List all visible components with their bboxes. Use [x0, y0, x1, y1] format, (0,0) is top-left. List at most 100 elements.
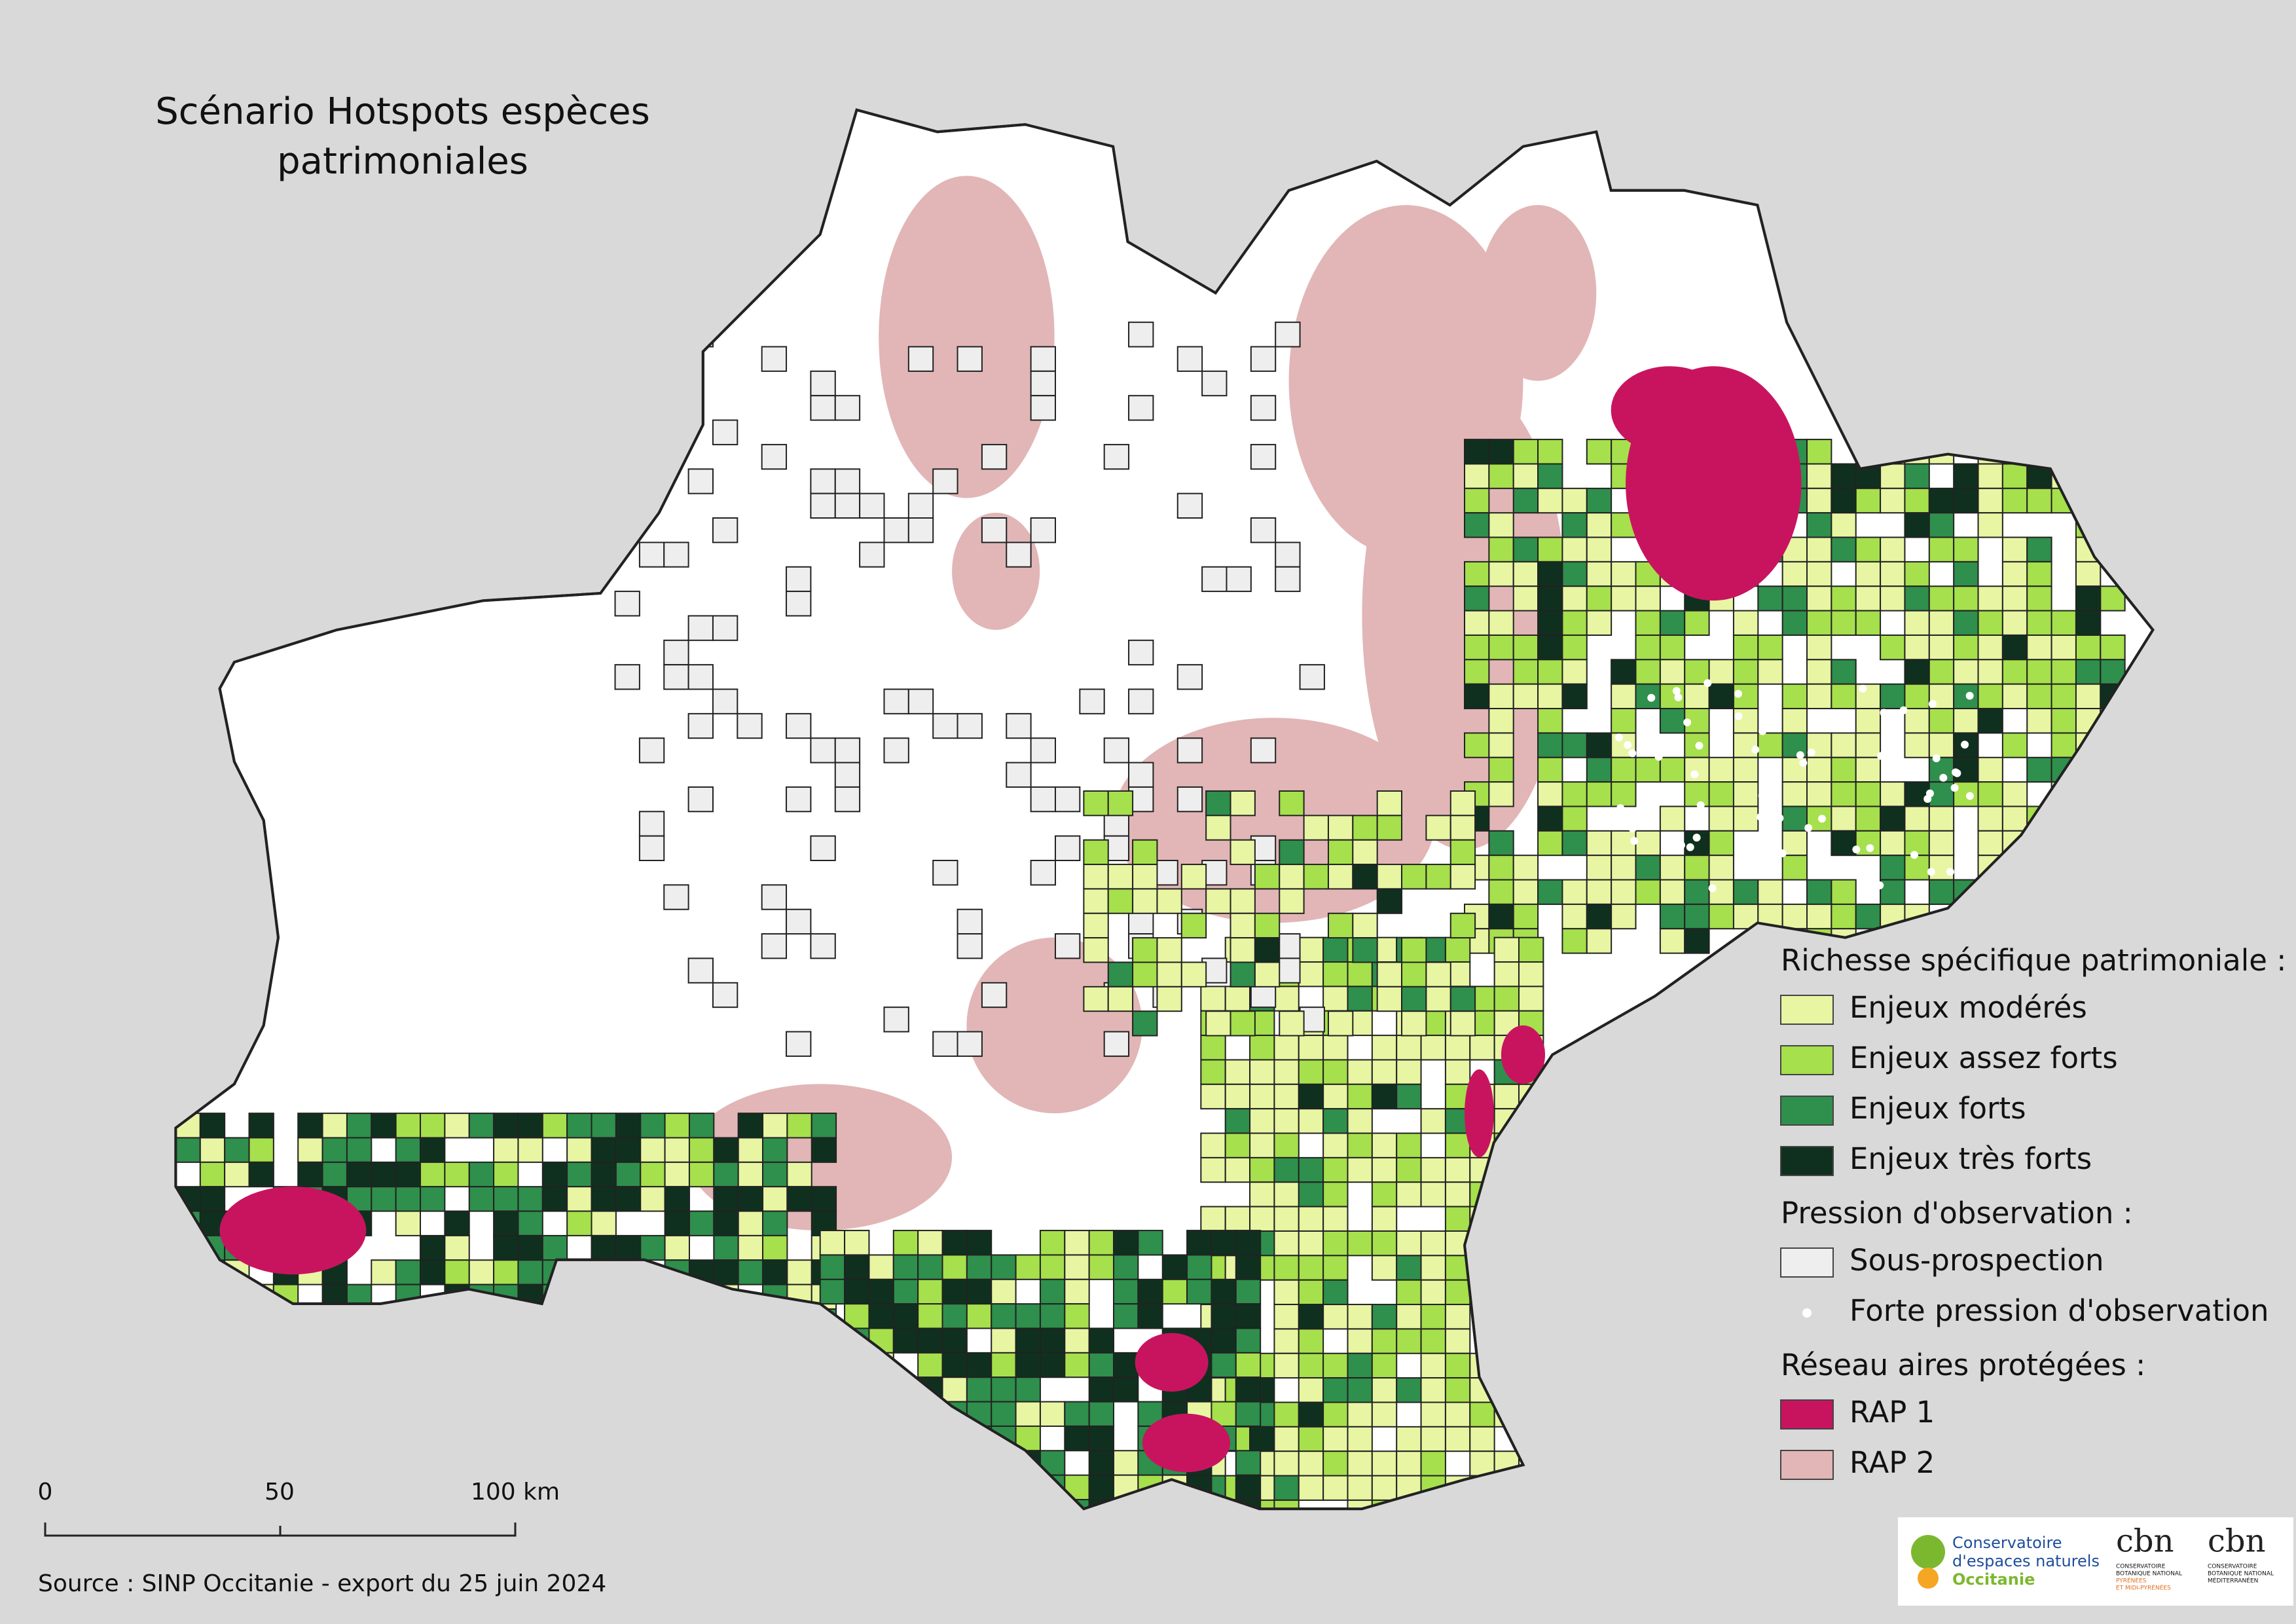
grid-cell	[966, 1254, 993, 1280]
grid-cell	[1113, 1230, 1139, 1256]
grid-cell	[892, 1278, 919, 1305]
grid-cell	[761, 346, 788, 372]
grid-cell	[1396, 1426, 1422, 1452]
grid-cell	[1586, 855, 1613, 881]
grid-cell	[786, 566, 812, 593]
grid-cell	[1708, 756, 1734, 783]
grid-cell	[1039, 1230, 1066, 1256]
grid-cell	[1732, 708, 1759, 734]
logo-text: Conservatoire	[1952, 1534, 2062, 1552]
grid-cell	[1518, 986, 1544, 1012]
grid-cell	[1107, 961, 1134, 987]
observation-dot	[1738, 869, 1746, 877]
grid-cell	[371, 1113, 397, 1139]
grid-cell	[917, 1230, 943, 1256]
grid-cell	[810, 395, 836, 421]
grid-cell	[1880, 585, 1906, 612]
grid-cell	[1006, 762, 1032, 788]
grid-cell	[1235, 1278, 1262, 1305]
legend-title: Richesse spécifique patrimoniale :	[1781, 943, 2286, 978]
grid-cell	[1732, 756, 1759, 783]
grid-cell	[1039, 1352, 1066, 1378]
grid-cell	[810, 492, 836, 519]
grid-cell	[2026, 659, 2052, 685]
grid-cell	[1064, 1401, 1090, 1427]
grid-cell	[1273, 1450, 1300, 1477]
observation-dot	[1690, 770, 1699, 779]
grid-cell	[810, 468, 836, 494]
grid-cell	[1928, 634, 1955, 661]
grid-cell	[1347, 1304, 1373, 1330]
legend-swatch	[1780, 1450, 1834, 1480]
grid-cell	[1347, 1108, 1373, 1134]
grid-cell	[1708, 830, 1734, 857]
grid-cell	[371, 1186, 397, 1212]
grid-cell	[844, 1254, 870, 1280]
grid-cell	[991, 1352, 1017, 1378]
grid-cell	[1464, 439, 1490, 465]
grid-cell	[615, 1161, 642, 1188]
observation-dot	[1692, 834, 1701, 842]
grid-cell	[819, 1230, 846, 1256]
grid-cell	[1298, 1450, 1324, 1477]
grid-cell	[1561, 585, 1588, 612]
grid-cell	[1420, 1328, 1446, 1354]
grid-cell	[1880, 781, 1906, 807]
grid-cell	[1371, 1181, 1398, 1208]
grid-cell	[1831, 659, 1857, 685]
grid-cell	[1347, 1132, 1373, 1158]
grid-cell	[1904, 659, 1930, 685]
grid-cell	[1298, 936, 1324, 963]
grid-cell	[1088, 1352, 1115, 1378]
grid-cell	[1176, 737, 1203, 764]
grid-cell	[1322, 1279, 1349, 1306]
grid-cell	[1635, 756, 1661, 783]
grid-cell	[1250, 443, 1277, 470]
grid-cell	[761, 884, 788, 910]
observation-dot	[1751, 745, 1760, 754]
grid-cell	[713, 1161, 739, 1188]
grid-cell	[175, 1137, 201, 1163]
grid-cell	[1015, 1401, 1041, 1427]
grid-cell	[1273, 1328, 1300, 1354]
grid-cell	[1757, 634, 1783, 661]
grid-cell	[1298, 1035, 1324, 1061]
grid-cell	[1103, 737, 1130, 764]
grid-cell	[591, 1210, 617, 1236]
grid-cell	[1083, 986, 1109, 1012]
grid-cell	[810, 737, 836, 764]
grid-cell	[1444, 1304, 1471, 1330]
grid-cell	[1977, 585, 2003, 612]
grid-cell	[1420, 1035, 1446, 1061]
legend-label: Enjeux modérés	[1850, 990, 2087, 1025]
grid-cell	[566, 1186, 592, 1212]
grid-cell	[395, 1113, 422, 1139]
grid-cell	[1449, 1010, 1476, 1037]
grid-cell	[1039, 1303, 1066, 1329]
grid-cell	[687, 615, 714, 641]
grid-cell	[1156, 937, 1182, 963]
observation-dot	[1683, 718, 1692, 727]
grid-cell	[1103, 1031, 1130, 1057]
grid-cell	[834, 786, 861, 813]
grid-cell	[2050, 683, 2077, 710]
grid-cell	[1224, 1206, 1251, 1232]
grid-cell	[1298, 1426, 1324, 1452]
grid-cell	[957, 1031, 983, 1057]
grid-cell	[1371, 1035, 1398, 1061]
observation-dot	[1654, 752, 1663, 761]
grid-cell	[1347, 1450, 1373, 1477]
grid-cell	[762, 1186, 788, 1212]
grid-cell	[640, 1234, 666, 1261]
grid-cell	[1855, 585, 1882, 612]
grid-cell	[1831, 756, 1857, 783]
grid-cell	[1371, 1450, 1398, 1477]
grid-cell	[1977, 512, 2003, 538]
grid-cell	[638, 542, 665, 568]
grid-cell	[1708, 781, 1734, 807]
title-line: Scénario Hotspots espèces	[155, 90, 650, 133]
grid-cell	[761, 933, 788, 959]
grid-cell	[1977, 708, 2003, 734]
grid-cell	[1611, 585, 1637, 612]
rap1-area	[1135, 1333, 1209, 1392]
